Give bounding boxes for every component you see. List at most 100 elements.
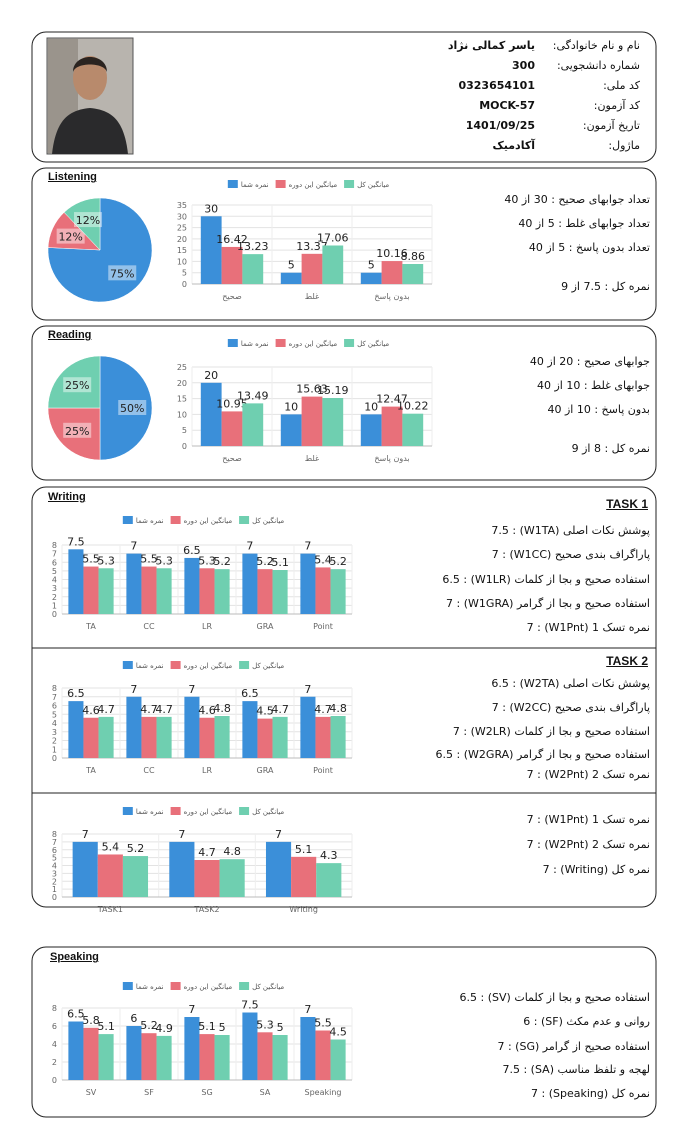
data-label: 5 (277, 1021, 284, 1034)
data-label: 10.95 (216, 397, 248, 410)
data-label: 6.5 (183, 544, 201, 557)
bar (169, 841, 195, 897)
data-label: 5.3 (256, 1018, 274, 1031)
y-tick-label: 0 (182, 280, 187, 289)
section-title: Writing (48, 491, 86, 503)
data-label: 10.16 (376, 247, 408, 260)
y-tick-label: 35 (177, 201, 187, 210)
legend-label: نمره شما (241, 340, 269, 348)
data-label: 5.5 (140, 553, 158, 566)
bar (83, 566, 99, 614)
result-line: استفاده صحیح و بجا از کلمات (W2LR) : 7 (452, 725, 650, 738)
data-label: 5.2 (140, 1019, 158, 1032)
y-tick-label: 10 (177, 410, 187, 419)
legend-swatch (170, 661, 181, 669)
result-line: استفاده صحیح از گرامر (SG) : 7 (497, 1040, 650, 1053)
result-line: استفاده صحیح و بجا از کلمات (SV) : 6.5 (459, 991, 650, 1004)
y-tick-label: 0 (52, 1076, 57, 1085)
bar (156, 716, 172, 758)
bar (257, 569, 273, 614)
legend-label: میانگین این دوره (184, 982, 233, 991)
data-label: 4.9 (155, 1022, 173, 1035)
data-label: 15.63 (296, 383, 328, 396)
y-tick-label: 1 (52, 745, 57, 754)
y-tick-label: 4 (52, 1040, 57, 1049)
field-label: تاریخ آزمون: (582, 119, 640, 132)
legend-label: نمره شما (136, 662, 164, 670)
bar (280, 414, 302, 446)
field-label: کد ملی: (603, 79, 640, 92)
result-line: استفاده صحیح و بجا از کلمات (W1LR) : 6.5 (442, 573, 650, 586)
x-tick-label: SF (144, 1088, 154, 1097)
bar (68, 549, 84, 614)
bar (184, 696, 200, 758)
field-value: 0323654101 (458, 79, 535, 92)
bar (257, 1032, 273, 1080)
legend-label: میانگین این دوره (289, 339, 338, 348)
y-tick-label: 7 (52, 693, 57, 702)
data-label: 8.86 (401, 250, 426, 263)
result-line: نمره تسک 1 (W1Pnt) : 7 (526, 813, 650, 826)
y-tick-label: 6 (52, 558, 57, 567)
bar (68, 701, 84, 758)
data-label: 20 (204, 369, 218, 382)
reading-box (31, 325, 657, 481)
pie-label: 12% (76, 214, 100, 227)
result-line: تعداد جوابهای صحیح : 30 از 40 (504, 193, 650, 206)
result-line: نمره تسک 2 (W2Pnt) : 7 (526, 838, 650, 851)
legend-label: میانگین کل (357, 180, 389, 189)
section-title: Speaking (50, 951, 99, 963)
y-tick-label: 5 (182, 426, 187, 435)
result-line: تعداد بدون پاسخ : 5 از 40 (528, 241, 650, 254)
y-tick-label: 5 (52, 854, 57, 863)
result-line: استفاده صحیح و بجا از گرامر (W2GRA) : 6.… (435, 748, 650, 761)
x-tick-label: TA (85, 622, 96, 631)
bar (83, 717, 99, 758)
pie-label: 12% (58, 231, 82, 244)
bar (322, 397, 344, 446)
data-label: 4.8 (223, 845, 241, 858)
field-value: 1401/09/25 (465, 119, 535, 132)
data-label: 5.8 (82, 1014, 100, 1027)
data-label: 4.7 (97, 703, 115, 716)
y-tick-label: 3 (52, 584, 57, 593)
bar (194, 859, 220, 897)
result-line: تعداد جوابهای غلط : 5 از 40 (518, 217, 650, 230)
field-label: شماره دانشجویی: (556, 59, 640, 72)
pie-slice (99, 355, 153, 461)
bar (381, 261, 403, 284)
legend-label: نمره شما (136, 517, 164, 525)
bar (126, 553, 142, 614)
y-tick-label: 20 (177, 235, 187, 244)
data-label: 7 (130, 683, 137, 696)
y-tick-label: 0 (52, 893, 57, 902)
data-label: 7 (188, 1003, 195, 1016)
bar (214, 716, 230, 758)
data-label: 5 (219, 1021, 226, 1034)
legend-swatch (170, 516, 181, 524)
bar (330, 716, 346, 758)
legend-label: میانگین این دوره (184, 807, 233, 816)
bar (381, 406, 403, 446)
x-tick-label: GRA (257, 622, 274, 631)
bar (316, 863, 342, 897)
data-label: 5 (288, 259, 295, 272)
x-tick-label: صحیح (222, 292, 242, 301)
bar (126, 696, 142, 758)
label-bg (56, 228, 85, 244)
data-label: 4.3 (320, 849, 338, 862)
bar (272, 570, 288, 614)
x-tick-label: TA (85, 766, 96, 775)
y-tick-label: 2 (52, 1058, 57, 1067)
bar (330, 1039, 346, 1080)
photo-face (73, 56, 107, 100)
data-label: 5.5 (82, 553, 100, 566)
data-label: 4.6 (198, 704, 216, 717)
y-tick-label: 4 (52, 576, 57, 585)
data-label: 7 (178, 828, 185, 841)
bar (242, 553, 258, 614)
field-label: نام و نام خانوادگی: (552, 39, 640, 52)
data-label: 5.2 (329, 555, 347, 568)
